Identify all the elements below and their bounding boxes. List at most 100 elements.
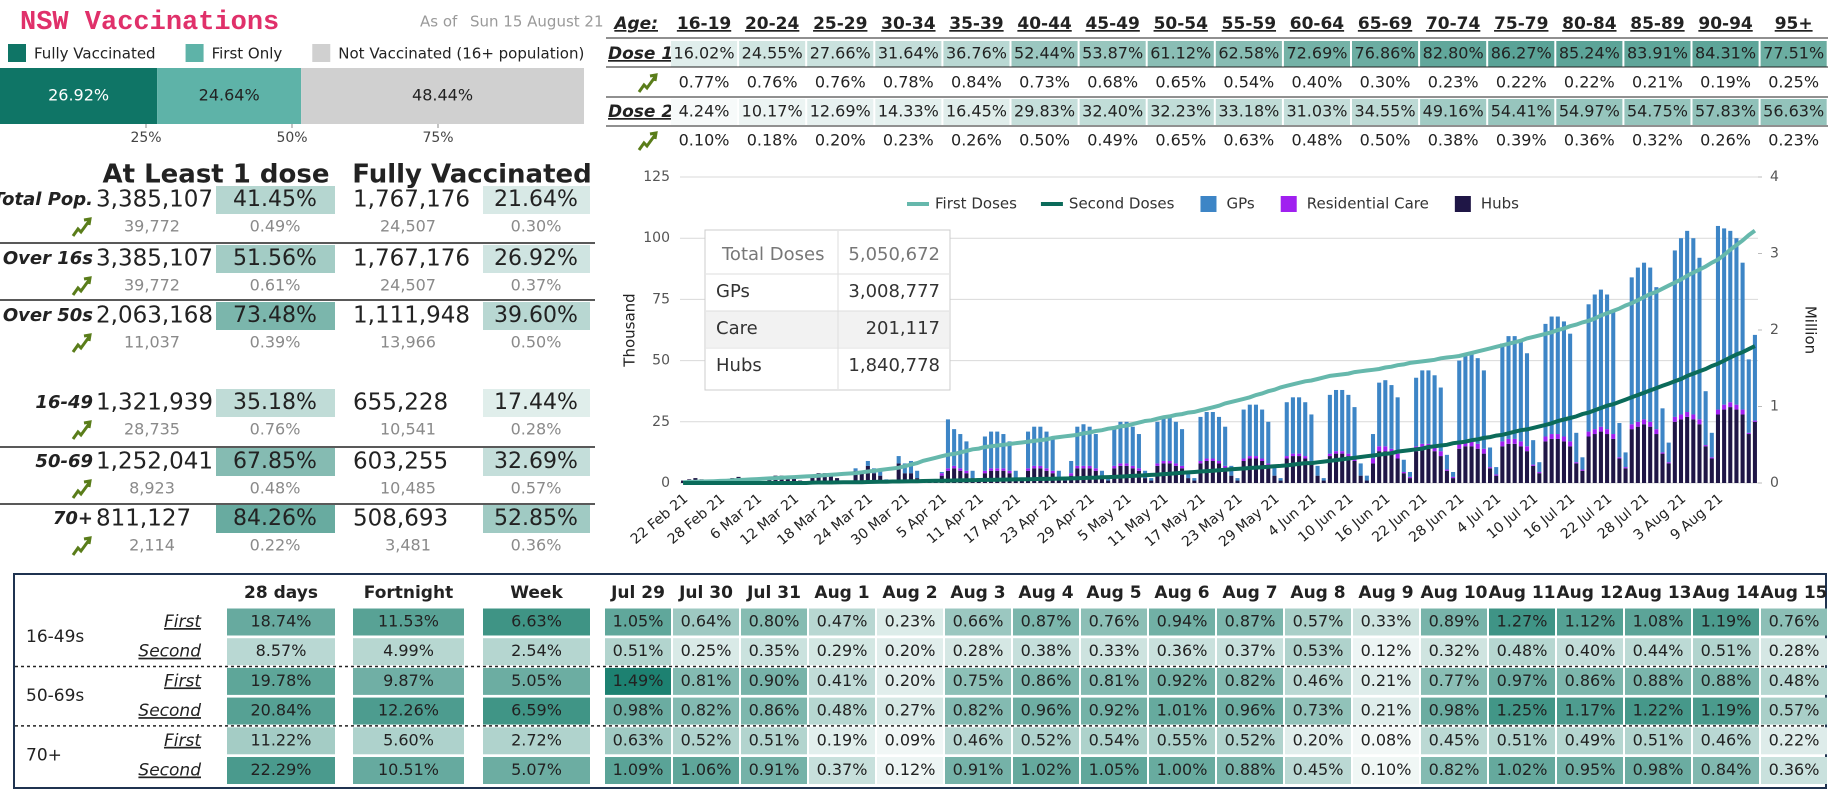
column-header: 50-54 [1154,14,1209,34]
bar [1746,432,1751,435]
cell [1147,41,1214,67]
y-tick-label: 50 [652,353,670,369]
column-header: Aug 13 [1624,583,1691,603]
bar [1075,465,1080,469]
cell [1013,667,1079,695]
inset-label: Total Doses [721,244,824,265]
cell-value: 53.87% [1082,44,1143,63]
bar [1019,480,1024,483]
column-header: Aug 10 [1420,583,1487,603]
bar [1568,441,1573,447]
bar [1340,453,1345,483]
cell [1353,638,1419,666]
cell [1692,99,1759,125]
column-header: 20-24 [745,14,800,34]
cell [1556,99,1623,125]
bar [1044,468,1049,471]
cell [605,608,671,636]
cell-value: 0.37% [1225,641,1276,660]
bar [1204,412,1209,459]
bar [1531,465,1536,483]
cell-value: 0.90% [749,671,800,690]
cell-value: 6.59% [511,701,562,720]
cell [483,697,590,725]
bar [1247,404,1252,457]
legend-swatch [1280,196,1297,212]
bar [1715,225,1720,410]
increase: 10,541 [380,420,436,439]
bar [1438,456,1443,483]
pct: 26.92% [494,246,578,271]
bar [915,470,920,479]
bar [1038,426,1043,466]
pct: 52.85% [494,506,578,531]
bar [1420,443,1425,449]
cell-value: 0.25% [1768,73,1819,92]
row-label: 16-49 [35,392,93,413]
cell [353,608,464,636]
cell-value: 1.06% [681,760,732,779]
cell [1149,727,1215,755]
column-header: Aug 14 [1692,583,1759,603]
cell-value: 0.65% [1155,73,1206,92]
pct-cell [216,245,335,273]
bar [1032,426,1037,466]
bar [1346,453,1351,457]
bar [1598,426,1603,432]
cell-value: 61.12% [1150,44,1211,63]
bar [1093,468,1098,471]
inset-value: 1,840,778 [848,355,940,376]
cell-value: 0.82% [953,701,1004,720]
cell [739,41,806,67]
cell [483,757,590,784]
cell-value: 0.12% [1361,641,1412,660]
bar [1260,458,1265,461]
cell [807,41,874,67]
cell-value: 1.02% [1497,760,1548,779]
cell-value: 1.05% [613,612,664,631]
bar [1728,407,1733,483]
row-label: Second [138,701,201,721]
bar [952,465,957,469]
bar [1463,446,1468,483]
legend-swatch [185,44,204,62]
count: 1,252,041 [96,449,213,475]
cell-value: 10.17% [742,102,803,121]
cell [605,667,671,695]
bar [1303,458,1308,483]
bar [1678,419,1684,483]
bar [964,473,969,483]
bar [982,470,987,474]
bar [1370,434,1376,459]
trend-icon [71,420,92,440]
bar [1666,463,1671,483]
bar [1315,475,1320,483]
bar [1290,456,1295,483]
bar [1253,458,1258,483]
cell-value: 0.48% [1292,131,1343,150]
bar [853,470,858,483]
cell [1625,757,1691,784]
bar [859,473,864,483]
bar [1346,394,1351,454]
cell-value: 24.55% [742,44,803,63]
bar [1722,409,1727,483]
cell-value: 0.81% [1089,671,1140,690]
cell [875,99,942,125]
bar [1167,416,1172,461]
pct-cell [483,302,590,330]
bar [989,431,994,469]
increase: 2,114 [129,536,175,555]
cell-value: 0.50% [1360,131,1411,150]
cell-value: 0.44% [1633,641,1684,660]
bar [1241,460,1246,483]
cell [1149,638,1215,666]
bar [1475,443,1480,449]
bar [1574,462,1579,464]
bar [1728,402,1733,408]
bar [1389,385,1394,449]
bar-segment [301,68,584,124]
cell-value: 11.22% [250,730,311,749]
bar [822,473,827,483]
